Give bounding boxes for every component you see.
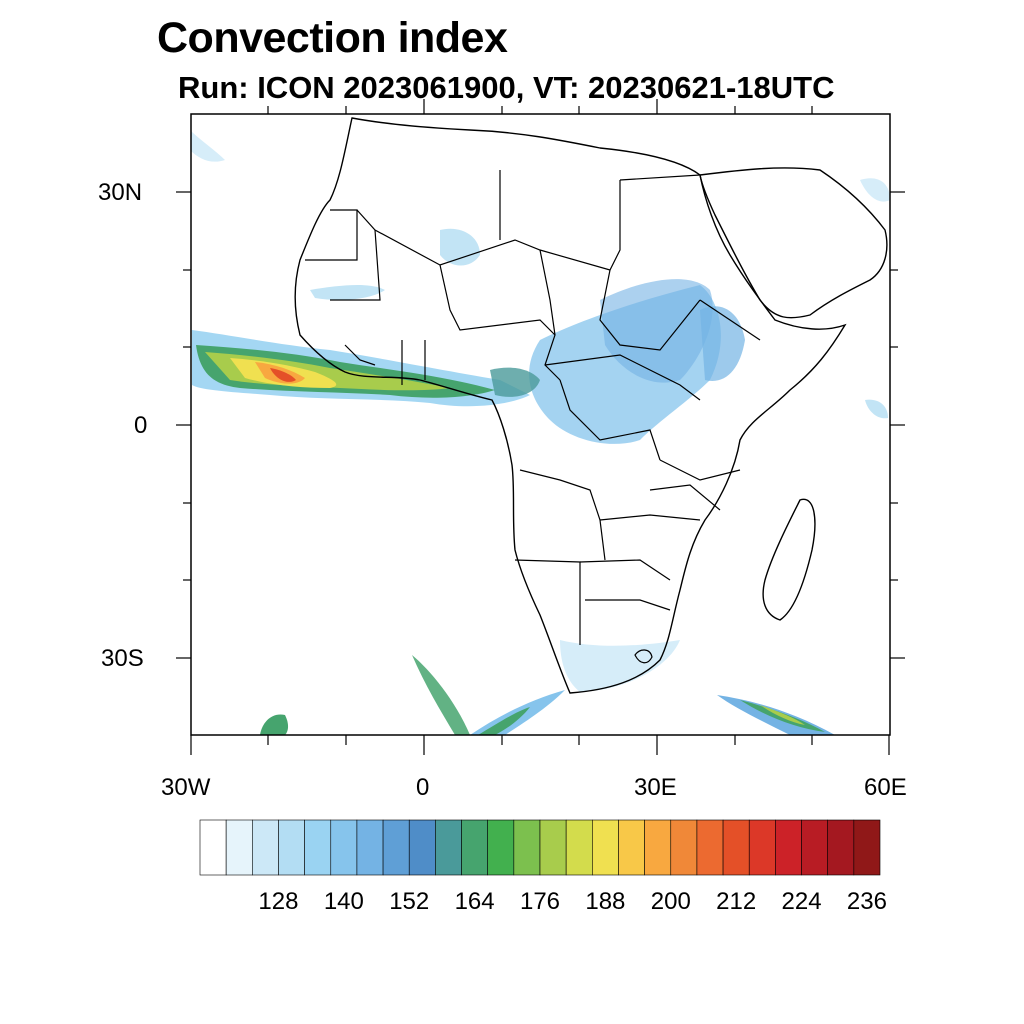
lat-label-0: 0 xyxy=(134,412,148,439)
chart-subtitle: Run: ICON 2023061900, VT: 20230621-18UTC xyxy=(178,70,835,105)
colorbar-swatch xyxy=(644,819,672,876)
colorbar-swatch xyxy=(748,819,776,876)
colorbar-label: 212 xyxy=(716,888,757,915)
colorbar-swatch xyxy=(539,819,567,876)
colorbar-swatch xyxy=(356,819,384,876)
lon-label-30w: 30W xyxy=(161,774,211,801)
colorbar-swatch xyxy=(696,819,724,876)
lon-label-30e: 30E xyxy=(634,774,677,801)
axis-ticks xyxy=(176,99,905,755)
colorbar-swatch xyxy=(487,819,515,876)
colorbar-swatch xyxy=(408,819,436,876)
colorbar-swatch xyxy=(592,819,619,876)
colorbar-label: 224 xyxy=(781,888,822,915)
colorbar-swatch xyxy=(330,819,358,876)
colorbar-swatch xyxy=(513,819,541,876)
lat-label-30n: 30N xyxy=(98,179,143,206)
colorbar-swatch xyxy=(382,819,410,876)
lon-label-0: 0 xyxy=(416,774,430,801)
lat-label-30s: 30S xyxy=(101,645,144,672)
madagascar-coastline xyxy=(762,498,816,621)
arabia-coastline xyxy=(699,167,888,319)
colorbar-swatch xyxy=(827,819,855,876)
colorbar-swatch xyxy=(199,819,227,876)
colorbar-swatch xyxy=(670,819,698,876)
colorbar-swatch xyxy=(801,819,828,876)
colorbar-swatch xyxy=(618,819,645,876)
chart-title: Convection index xyxy=(157,14,508,62)
colorbar-label: 200 xyxy=(650,888,691,915)
colorbar-swatch xyxy=(435,819,462,876)
colorbar-swatch xyxy=(252,819,279,876)
colorbar-label: 128 xyxy=(258,888,299,915)
colorbar-swatch xyxy=(304,819,332,876)
country-borders xyxy=(305,170,761,664)
colorbar-swatch xyxy=(565,819,593,876)
colorbar-label: 164 xyxy=(454,888,495,915)
colorbar-label: 140 xyxy=(323,888,364,915)
colorbar-swatch xyxy=(461,819,488,876)
colorbar-label: 188 xyxy=(585,888,626,915)
colorbar-swatch xyxy=(225,819,253,876)
colorbar-swatch xyxy=(775,819,802,876)
lon-label-60e: 60E xyxy=(864,774,907,801)
colorbar-swatch xyxy=(278,819,305,876)
colorbar-label: 176 xyxy=(519,888,561,915)
colorbar-label: 152 xyxy=(389,888,430,915)
colorbar-swatch xyxy=(853,819,881,876)
colorbar-swatch xyxy=(722,819,750,876)
colorbar-label: 236 xyxy=(846,888,887,915)
